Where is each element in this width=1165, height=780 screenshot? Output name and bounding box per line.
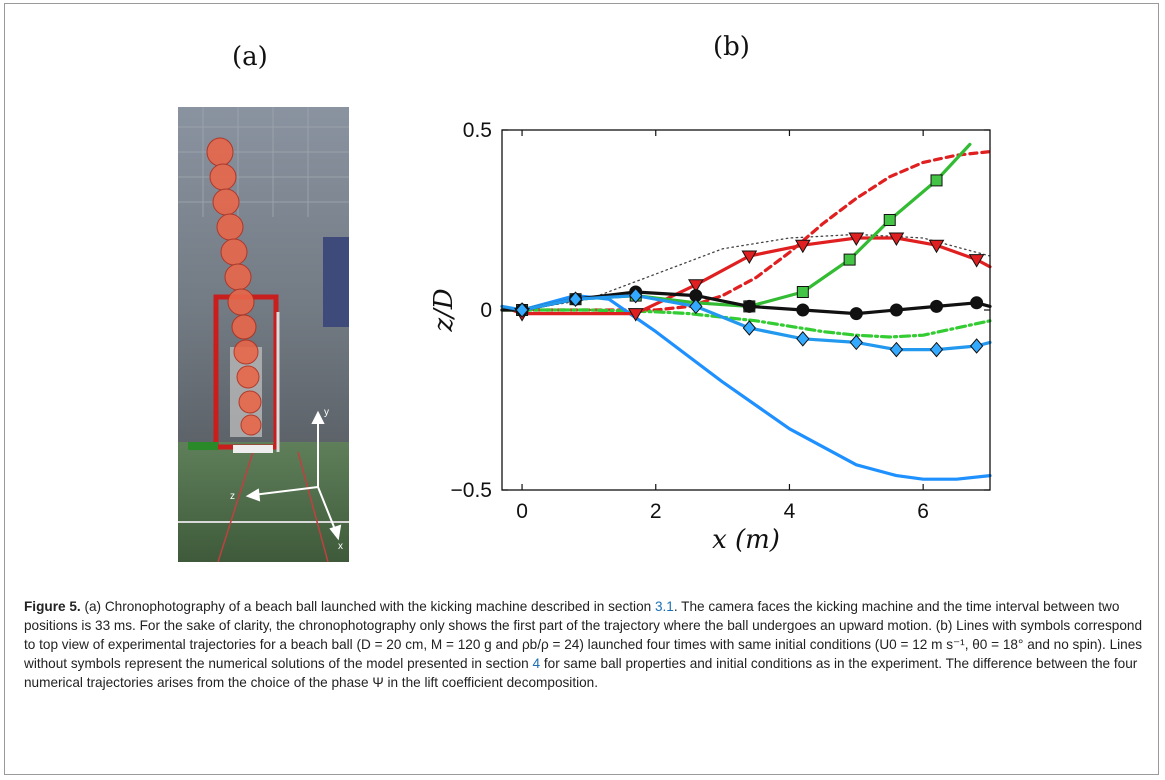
coordinate-axes <box>245 410 342 541</box>
y-tick-label: −0.5 <box>451 479 492 502</box>
panel-b-label: (b) <box>713 32 750 62</box>
caption-section-link-4[interactable]: 4 <box>532 656 541 671</box>
panel-a-label: (a) <box>232 42 268 72</box>
x-tick-label: 6 <box>917 500 929 523</box>
y-tick-label: 0.5 <box>463 119 492 142</box>
diamond-marker <box>849 334 863 351</box>
photo-axis-z-label: z <box>230 491 235 502</box>
circle-marker <box>970 296 984 310</box>
caption-initial-conditions: U0 = 12 m s⁻¹, θ0 = 18° <box>879 637 1024 652</box>
caption-text-2: . The camera faces the kicking machine a… <box>24 599 1143 652</box>
y-tick-label: 0 <box>480 299 492 322</box>
triangle-down-marker <box>794 239 811 254</box>
wall-mat <box>323 237 349 327</box>
circle-marker <box>889 303 903 317</box>
square-marker <box>883 214 896 226</box>
diamond-marker <box>515 302 529 318</box>
chronophotography-image: y z x <box>178 107 349 562</box>
circle-marker <box>742 299 756 313</box>
figure-caption: Figure 5. (a) Chronophotography of a bea… <box>24 597 1144 692</box>
photo-axis-x-label: x <box>338 541 343 552</box>
photo-axis-y-label: y <box>324 407 329 418</box>
caption-text-4: and no spin). Lines without symbols repr… <box>24 637 1143 671</box>
circle-marker <box>849 307 863 321</box>
caption-figure-label: Figure 5. <box>24 599 81 614</box>
triangle-down-marker <box>928 239 945 254</box>
square-marker <box>843 253 856 266</box>
triangle-down-marker <box>741 250 758 264</box>
experiment-curve-7 <box>500 294 992 352</box>
triangle-down-marker <box>627 308 644 322</box>
model-curve-1 <box>520 149 992 312</box>
triangle-down-marker <box>968 254 985 268</box>
circle-marker <box>796 303 810 317</box>
model-curve-2 <box>520 308 992 339</box>
diamond-marker <box>689 298 703 315</box>
diamond-marker <box>796 331 810 347</box>
caption-text-3: ) launched four times with same initial … <box>579 637 880 652</box>
gym-wall <box>178 107 349 447</box>
square-marker <box>796 286 809 298</box>
diamond-marker <box>568 291 583 307</box>
gym-floor <box>178 442 349 562</box>
triangle-down-marker <box>888 232 905 246</box>
diamond-marker <box>969 338 984 354</box>
x-tick-label: 0 <box>516 500 528 523</box>
x-axis-label: x (m) <box>712 525 780 555</box>
photo-drawing: y z x <box>178 107 349 562</box>
ball-trajectory <box>206 137 262 436</box>
diamond-marker <box>889 341 904 358</box>
model-curve-3 <box>520 294 992 481</box>
diamond-marker <box>742 320 757 336</box>
x-tick-label: 4 <box>784 500 796 523</box>
x-tick-label: 2 <box>650 500 662 523</box>
y-axis-label: z/D <box>429 288 459 332</box>
square-marker <box>930 174 943 187</box>
experiment-curve-4 <box>500 236 992 316</box>
diamond-marker <box>929 341 944 358</box>
figure-frame <box>4 3 1159 775</box>
triangle-down-marker <box>687 279 704 293</box>
circle-marker <box>930 299 944 313</box>
caption-ball-properties: D = 20 cm, M = 120 g and ρb/ρ = 24 <box>361 637 580 652</box>
chart-svg: 0 2 4 6 −0.5 0 0.5 x (m) z/D <box>429 119 992 555</box>
diamond-marker <box>629 287 643 304</box>
caption-text-1: (a) Chronophotography of a beach ball la… <box>84 599 655 614</box>
experiment-curve-5 <box>500 142 972 312</box>
caption-text-5: for same ball properties and initial con… <box>24 656 1138 690</box>
trajectory-chart: 0 2 4 6 −0.5 0 0.5 x (m) z/D <box>420 110 1020 560</box>
caption-section-link-3-1[interactable]: 3.1 <box>654 599 674 614</box>
triangle-down-marker <box>848 232 865 246</box>
